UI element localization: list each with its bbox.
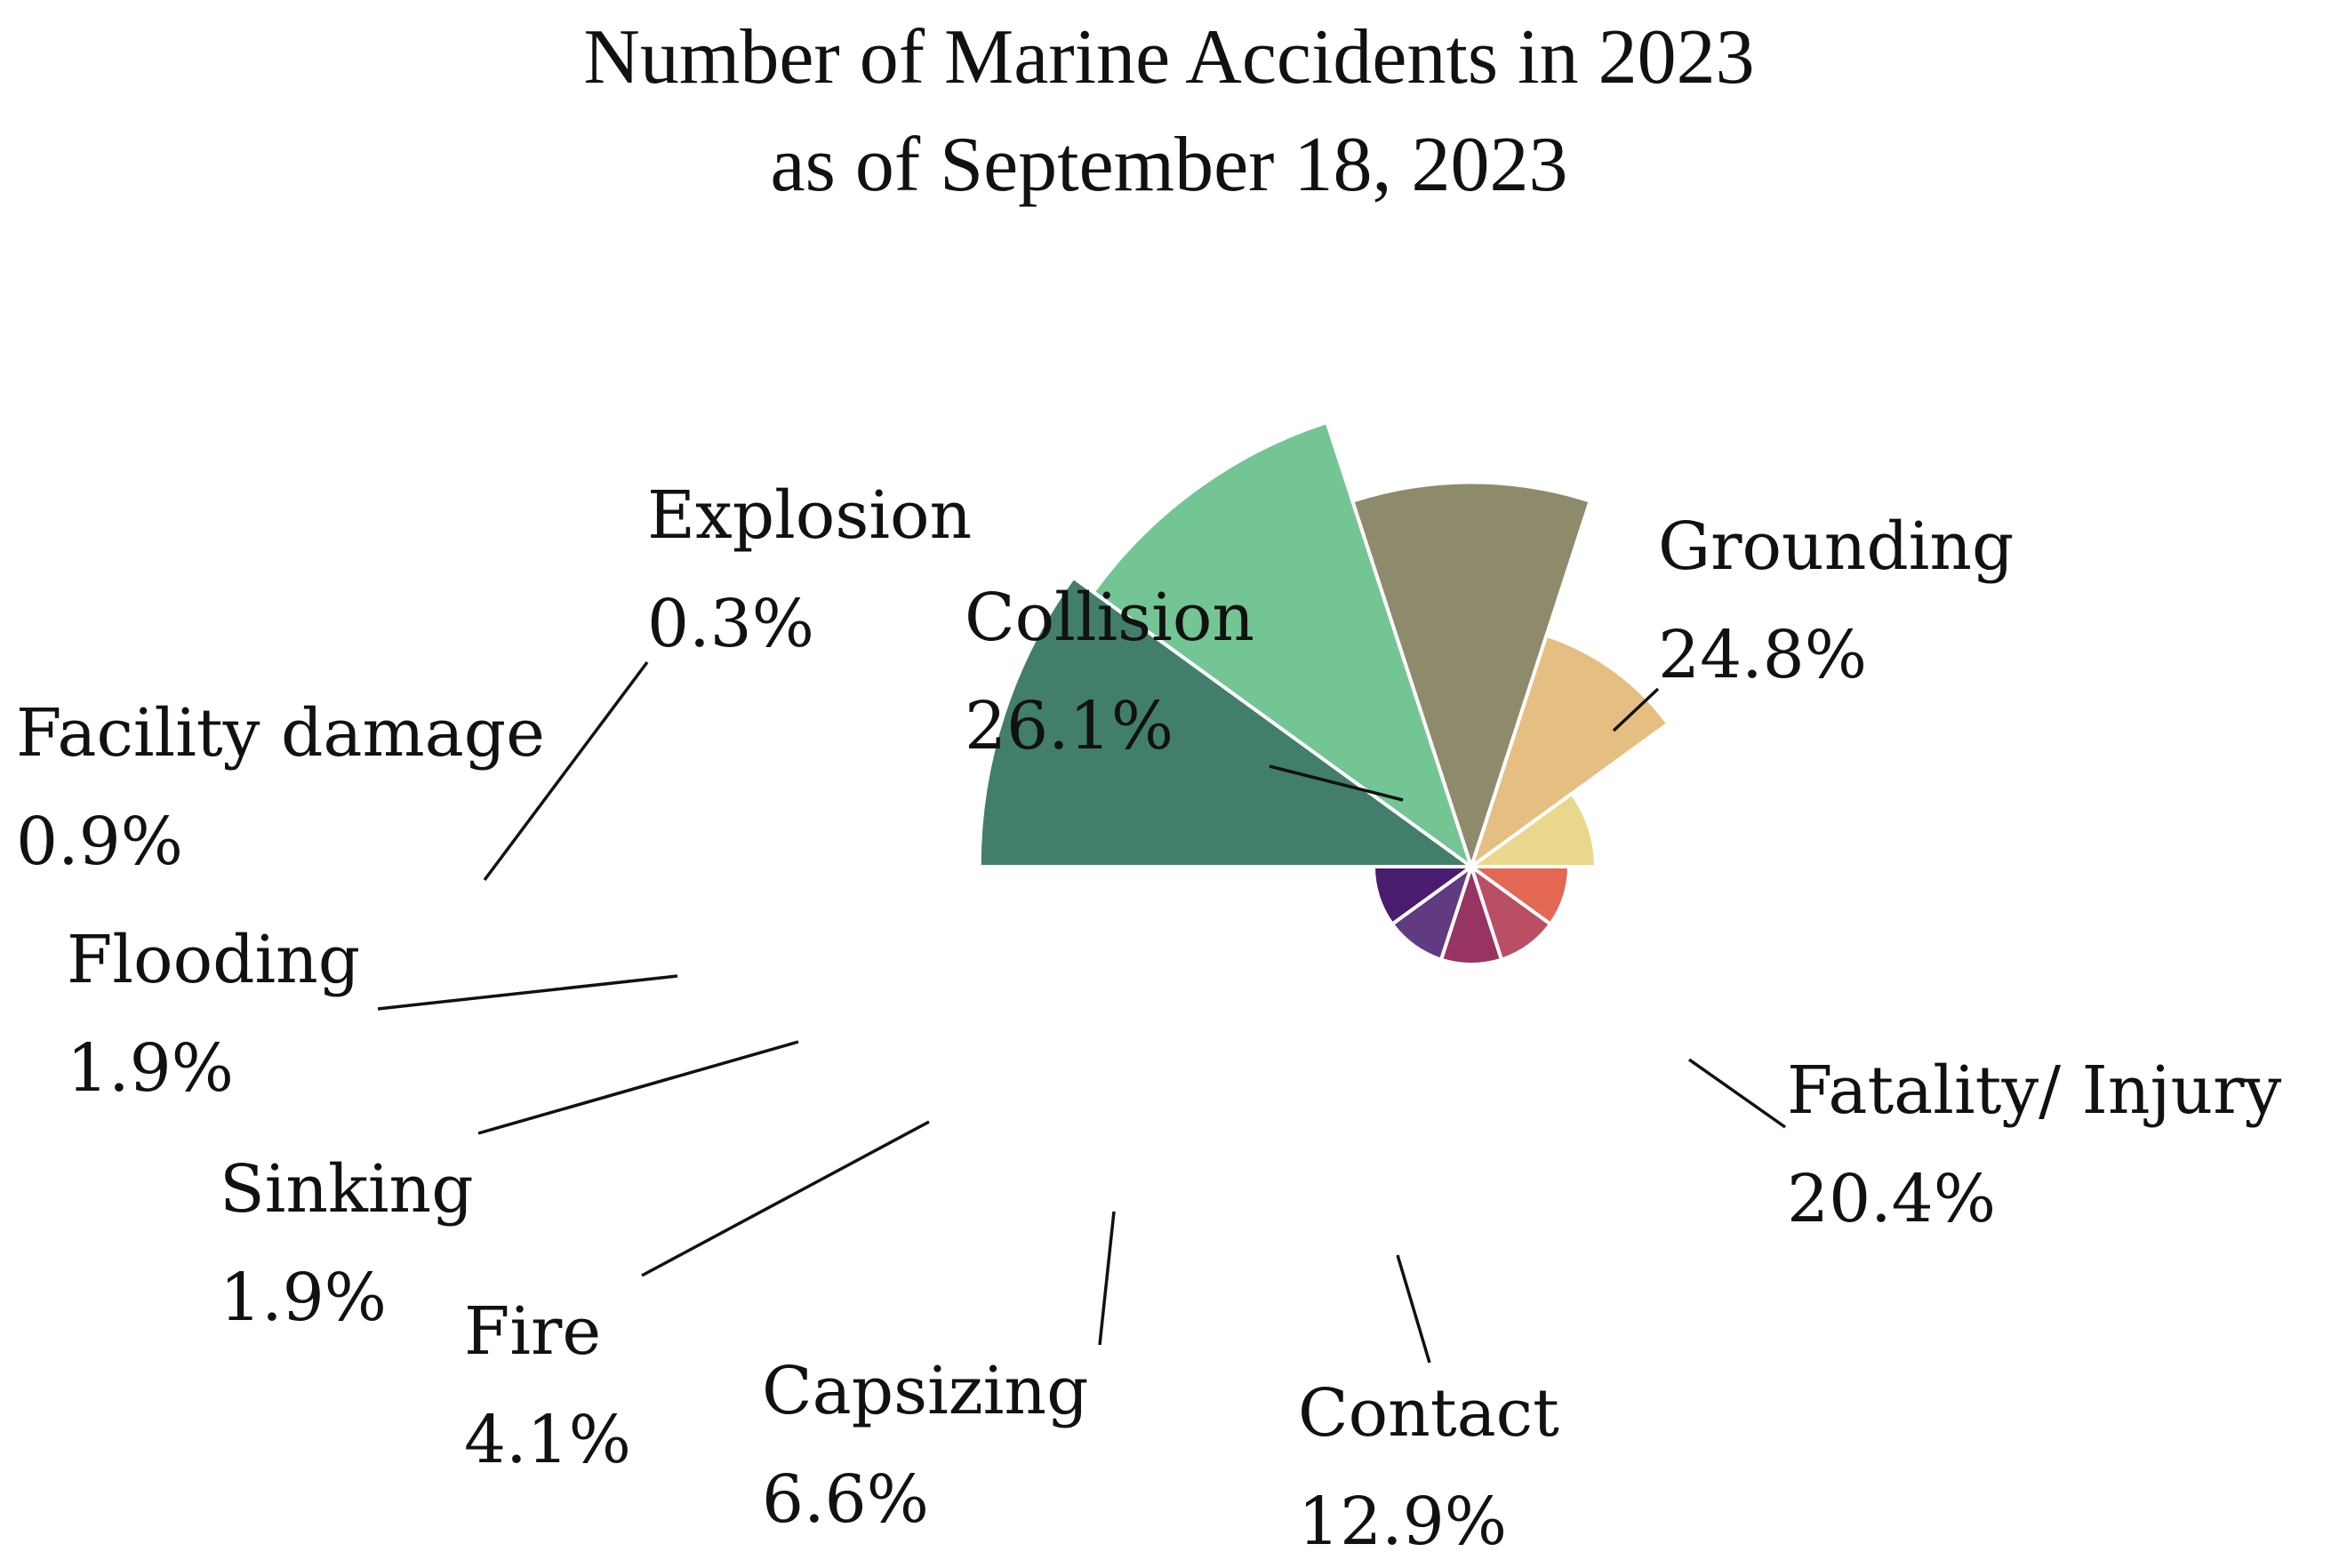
category-label: Fatality/ Injury bbox=[1787, 1052, 2281, 1129]
value-label: 0.9% bbox=[16, 804, 183, 880]
value-label: 4.1% bbox=[464, 1402, 631, 1478]
value-label: 0.3% bbox=[647, 586, 814, 662]
category-label: Grounding bbox=[1658, 508, 2014, 585]
value-label: 1.9% bbox=[220, 1260, 387, 1336]
value-label: 1.9% bbox=[67, 1030, 234, 1107]
chart-title-line-1: Number of Marine Accidents in 2023 bbox=[583, 14, 1754, 100]
slice-capsizing bbox=[1465, 790, 1598, 868]
leader-line-8 bbox=[377, 974, 678, 1011]
category-label: Fire bbox=[464, 1293, 601, 1370]
leader-line-6 bbox=[641, 1120, 930, 1277]
slice-fatality-injury bbox=[1350, 480, 1593, 873]
value-label: 20.4% bbox=[1787, 1161, 1996, 1237]
slice-grounding bbox=[1090, 420, 1475, 872]
pie-slices bbox=[977, 420, 1671, 967]
slice-explosion bbox=[1371, 865, 1478, 927]
leader-line-7 bbox=[477, 1040, 799, 1135]
leader-line-2 bbox=[1612, 687, 1660, 732]
chart-title-line-2: as of September 18, 2023 bbox=[771, 122, 1568, 208]
category-label: Flooding bbox=[67, 922, 360, 998]
leader-line-3 bbox=[1687, 1058, 1787, 1129]
leader-line-1 bbox=[1269, 764, 1404, 802]
leader-line-10 bbox=[483, 660, 649, 882]
value-label: 6.6% bbox=[762, 1461, 929, 1538]
leader-line-4 bbox=[1396, 1254, 1431, 1364]
leader-lines bbox=[377, 660, 1787, 1364]
category-label: Explosion bbox=[647, 477, 972, 554]
slice-labels: Collision 26.1% Grounding 24.8% Fatality/ In… bbox=[16, 477, 2281, 1560]
leader-line-5 bbox=[1098, 1211, 1116, 1346]
slice-contact bbox=[1468, 633, 1671, 872]
slice-collision bbox=[977, 574, 1478, 868]
category-label: Capsizing bbox=[762, 1353, 1088, 1429]
value-label: 12.9% bbox=[1298, 1484, 1507, 1560]
category-label: Collision bbox=[965, 580, 1254, 656]
value-label: 24.8% bbox=[1658, 617, 1867, 693]
value-label: 26.1% bbox=[965, 688, 1174, 764]
category-label: Sinking bbox=[220, 1151, 474, 1228]
category-label: Facility damage bbox=[16, 695, 545, 772]
category-label: Contact bbox=[1298, 1375, 1559, 1452]
